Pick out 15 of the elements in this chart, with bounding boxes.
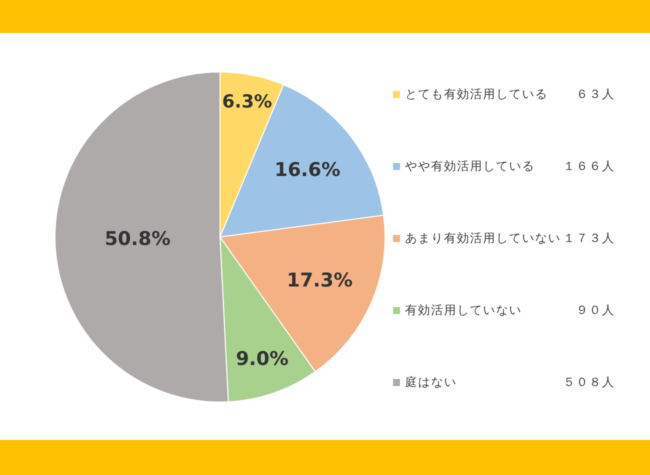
data-label: 50.8% bbox=[104, 228, 170, 250]
text: １７３人 bbox=[563, 230, 615, 247]
data-label: 17.3% bbox=[286, 270, 353, 292]
legend-label: あまり有効活用していない bbox=[405, 230, 561, 247]
text: ９０人 bbox=[576, 302, 615, 319]
text: １６６人 bbox=[563, 158, 615, 175]
legend-label: とても有効活用している bbox=[405, 86, 548, 103]
data-label: 16.6% bbox=[274, 159, 340, 182]
legend-label: 有効活用していない bbox=[405, 302, 522, 319]
text: ６３人 bbox=[576, 86, 615, 103]
legend-label: 庭はない bbox=[405, 374, 457, 391]
text: ５０８人 bbox=[563, 374, 615, 391]
data-label: 6.3% bbox=[222, 92, 272, 112]
legend-label: やや有効活用している bbox=[405, 158, 535, 175]
data-label: 9.0% bbox=[236, 348, 289, 370]
